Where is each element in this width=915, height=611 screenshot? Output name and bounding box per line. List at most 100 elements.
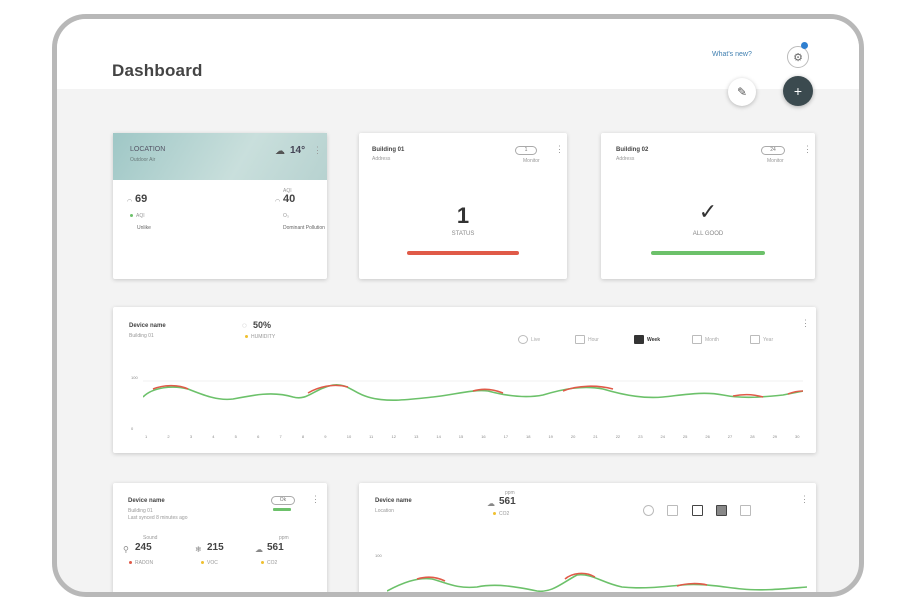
co2-line-chart xyxy=(387,572,807,592)
x-tick-label: 28 xyxy=(750,434,755,439)
device-building: Building 01 xyxy=(129,333,154,339)
chart2-cloud-icon: ☁ xyxy=(487,499,495,508)
building-01-card[interactable]: Building 01 Address 1 Monitor ⋮ 1 STATUS xyxy=(359,133,567,279)
x-tick-label: 30 xyxy=(795,434,800,439)
device-chart-card[interactable]: Device name Building 01 ◌ 50% HUMIDITY L… xyxy=(113,307,816,453)
device-summary-card[interactable]: Device name Building 01 Last synced 8 mi… xyxy=(113,483,327,592)
x-tick-label: 15 xyxy=(458,434,464,439)
whats-new-link[interactable]: What's new? xyxy=(712,51,752,58)
building-01-status-bar xyxy=(407,251,519,255)
o3-label: O₃ xyxy=(283,213,289,219)
x-tick-label: 13 xyxy=(413,434,419,439)
x-tick-label: 17 xyxy=(503,434,509,439)
x-tick-label: 7 xyxy=(279,434,282,439)
humidity-line-red-4 xyxy=(562,385,614,392)
x-tick-label: 10 xyxy=(346,434,352,439)
temperature-value: 14° xyxy=(290,145,306,156)
voc-value: 215 xyxy=(207,542,224,553)
humidity-line-red-3 xyxy=(472,388,504,394)
o3-icon: ◠ xyxy=(275,199,281,205)
humidity-line-red-2 xyxy=(307,384,349,394)
x-tick-label: 20 xyxy=(570,434,576,439)
humidity-line-green xyxy=(143,383,803,401)
o3-value: 40 xyxy=(283,193,296,205)
range-week-button[interactable]: Week xyxy=(634,335,660,344)
cloud-icon: ☁ xyxy=(275,146,285,157)
x-tick-label: 18 xyxy=(526,434,531,439)
humidity-line-chart xyxy=(143,380,803,401)
device-summary-menu-icon[interactable]: ⋮ xyxy=(311,494,320,504)
range-month-button[interactable]: Month xyxy=(692,335,719,344)
x-tick-label: 2 xyxy=(167,434,170,439)
radon-caption: Sound xyxy=(143,535,158,541)
x-tick-label: 11 xyxy=(369,434,374,439)
x-tick-label: 3 xyxy=(189,434,193,439)
x-tick-label: 22 xyxy=(615,434,621,439)
chart2-range-hour-icon[interactable] xyxy=(667,505,678,516)
building-02-subtitle: Address xyxy=(616,156,635,162)
humidity-line-red-6 xyxy=(787,390,803,395)
location-card-menu-icon[interactable]: ⋮ xyxy=(313,145,322,155)
chart2-range-week-icon[interactable] xyxy=(692,505,703,516)
chart2-range-live-icon[interactable] xyxy=(643,505,654,516)
x-tick-label: 16 xyxy=(481,434,486,439)
settings-button[interactable]: ⚙ xyxy=(787,46,809,68)
aqi-value: 69 xyxy=(135,193,148,205)
co2-line-red-2 xyxy=(564,572,596,580)
device-summary-name: Device name xyxy=(128,498,165,504)
location-sublabel: Outdoor Air xyxy=(130,157,156,163)
pencil-icon: ✎ xyxy=(736,85,748,99)
range-live-button[interactable]: Live xyxy=(518,335,540,344)
chart2-dot xyxy=(493,512,496,516)
x-tick-label: 1 xyxy=(145,434,148,439)
building-02-mode: Monitor xyxy=(767,158,784,164)
edit-button[interactable]: ✎ xyxy=(728,78,756,106)
device-chart2-menu-icon[interactable]: ⋮ xyxy=(800,494,809,504)
chart2-range-year-icon[interactable] xyxy=(740,505,751,516)
x-tick-label: 12 xyxy=(391,434,396,439)
range-year-button[interactable]: Year xyxy=(750,335,773,344)
chart2-range-month-icon[interactable] xyxy=(716,505,727,516)
building-01-menu-icon[interactable]: ⋮ xyxy=(555,144,564,154)
building-01-count: 1 xyxy=(456,203,470,228)
aqi-label: AQI xyxy=(130,213,145,219)
x-tick-label: 27 xyxy=(727,434,733,439)
device-summary-toggle[interactable]: Ok xyxy=(271,496,295,505)
calendar-month-icon xyxy=(692,335,702,344)
aqi-icon: ◠ xyxy=(127,199,133,205)
device-chart-menu-icon[interactable]: ⋮ xyxy=(801,318,810,328)
co2-icon: ☁ xyxy=(255,545,263,554)
building-02-status: ALL GOOD xyxy=(692,231,724,237)
o3-status: Dominant Pollution xyxy=(283,225,325,231)
x-tick-label: 25 xyxy=(682,434,688,439)
radon-icon: ⚲ xyxy=(123,545,129,554)
page-title: Dashboard xyxy=(112,61,203,80)
add-button[interactable]: + xyxy=(783,76,813,106)
humidity-label: HUMIDITY xyxy=(245,334,275,340)
location-card[interactable]: LOCATION Outdoor Air ☁ 14° ⋮ ◠ 69 AQI Un… xyxy=(113,133,327,279)
humidity-dot xyxy=(245,335,248,339)
calendar-hour-icon xyxy=(575,335,585,344)
humidity-value: 50% xyxy=(253,320,272,330)
voc-icon: ❄ xyxy=(195,545,202,554)
checkmark-icon: ✓ xyxy=(698,199,718,224)
o3-caption: AQI xyxy=(283,188,292,194)
building-02-card[interactable]: Building 02 Address 24 Monitor ⋮ ✓ ALL G… xyxy=(601,133,815,279)
building-01-subtitle: Address xyxy=(372,156,391,162)
voc-dot xyxy=(201,561,204,565)
device-chart2-subtitle: Location xyxy=(375,508,394,514)
building-01-status: STATUS xyxy=(451,231,475,237)
device-chart2-card[interactable]: Device name Location ppm ☁ 561 CO2 ⋮ 100 xyxy=(359,483,816,592)
x-tick-label: 19 xyxy=(548,434,553,439)
x-tick-label: 5 xyxy=(234,434,237,439)
co2-line-red-3 xyxy=(676,582,708,587)
range-hour-button[interactable]: Hour xyxy=(575,335,599,344)
x-tick-label: 21 xyxy=(593,434,598,439)
aqi-status: Unlike xyxy=(137,225,151,231)
building-02-pill[interactable]: 24 xyxy=(761,146,785,155)
y-axis-top-label: 100 xyxy=(131,375,138,380)
building-01-pill[interactable]: 1 xyxy=(515,146,537,155)
device-chart2-name: Device name xyxy=(375,498,412,504)
calendar-week-icon xyxy=(634,335,644,344)
building-02-menu-icon[interactable]: ⋮ xyxy=(803,144,812,154)
